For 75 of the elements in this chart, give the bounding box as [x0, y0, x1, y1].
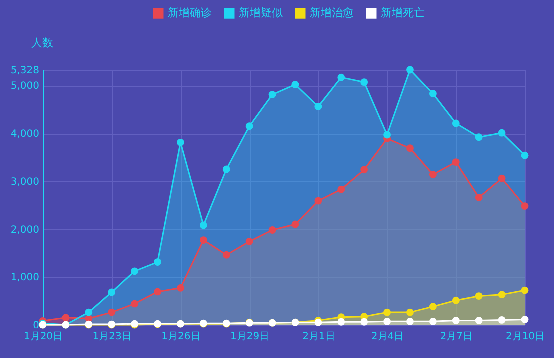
- y-tick-label: 3,000: [10, 176, 40, 188]
- point: [268, 91, 276, 98]
- point: [314, 103, 322, 110]
- point: [475, 194, 483, 202]
- point: [131, 300, 139, 308]
- point: [314, 197, 322, 205]
- legend-label: 新增确诊: [168, 6, 212, 20]
- point: [384, 318, 391, 326]
- point: [429, 318, 437, 326]
- point: [452, 296, 460, 304]
- point: [108, 308, 116, 316]
- point: [498, 174, 506, 182]
- point: [360, 318, 368, 326]
- point: [338, 74, 346, 82]
- legend-label: 新增治愈: [310, 6, 354, 20]
- y-tick-label: 2,000: [10, 224, 40, 236]
- point: [475, 292, 483, 300]
- point: [62, 314, 70, 322]
- point: [154, 258, 162, 266]
- point: [200, 222, 208, 230]
- point: [222, 251, 230, 259]
- x-tick-label: 2月7日: [440, 332, 474, 342]
- point: [475, 134, 483, 142]
- point: [452, 316, 460, 324]
- legend-label: 新增死亡: [381, 6, 425, 20]
- point: [498, 316, 506, 324]
- point: [246, 238, 254, 246]
- point: [200, 236, 208, 244]
- point: [108, 288, 116, 296]
- point: [177, 284, 184, 292]
- point: [85, 308, 93, 316]
- point: [154, 288, 162, 296]
- point: [521, 152, 529, 160]
- point: [452, 158, 460, 166]
- x-tick-label: 2月1日: [302, 332, 336, 342]
- point: [222, 166, 230, 174]
- point: [360, 166, 368, 174]
- y-tick-label: 0: [33, 320, 40, 332]
- point: [498, 129, 506, 137]
- point: [475, 316, 483, 324]
- point: [360, 78, 368, 86]
- point: [406, 144, 414, 152]
- point: [338, 186, 346, 194]
- point: [429, 171, 437, 178]
- point: [131, 268, 139, 276]
- point: [292, 81, 300, 88]
- y-tick-label: 5,328: [10, 66, 40, 76]
- point: [498, 291, 506, 299]
- point: [406, 66, 414, 74]
- point: [521, 286, 529, 294]
- point: [384, 131, 391, 139]
- point: [521, 202, 529, 210]
- point: [406, 308, 414, 316]
- point: [177, 138, 184, 146]
- point: [268, 226, 276, 234]
- point: [292, 220, 300, 228]
- x-tick-label: 1月29日: [230, 332, 270, 342]
- point: [521, 316, 529, 324]
- point: [246, 122, 254, 130]
- point: [384, 308, 391, 316]
- y-axis-title: 人数: [32, 36, 54, 50]
- point: [429, 90, 437, 98]
- y-tick-label: 1,000: [10, 272, 40, 284]
- point: [429, 303, 437, 311]
- x-tick-label: 1月20日: [24, 332, 64, 342]
- x-tick-label: 2月10日: [506, 332, 546, 342]
- y-tick-label: 4,000: [10, 129, 40, 140]
- y-tick-label: 5,000: [10, 81, 40, 92]
- point: [452, 120, 460, 128]
- x-tick-label: 1月26日: [162, 332, 201, 342]
- x-tick-label: 1月23日: [92, 332, 132, 342]
- x-tick-label: 2月4日: [371, 332, 404, 342]
- legend-label: 新增疑似: [239, 6, 283, 20]
- point: [338, 318, 346, 326]
- point: [406, 318, 414, 326]
